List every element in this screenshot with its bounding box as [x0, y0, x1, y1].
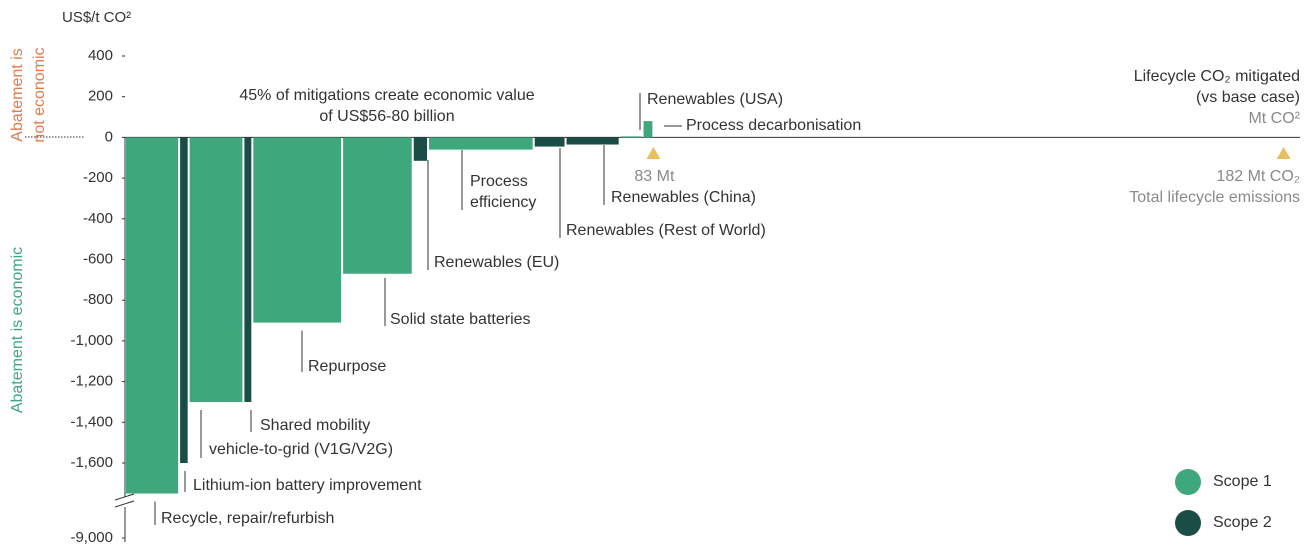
- bar-label: vehicle-to-grid (V1G/V2G): [209, 441, 393, 458]
- marker: [1276, 147, 1291, 159]
- marker: [646, 147, 661, 159]
- bar: [189, 137, 243, 402]
- bar: [566, 137, 619, 145]
- marker-sublabel: Total lifecycle emissions: [1129, 189, 1300, 206]
- y-tick-label: -200: [83, 169, 113, 186]
- y-tick-label: -1,600: [70, 454, 113, 471]
- annotation: 45% of mitigations create economic value: [239, 87, 534, 104]
- y-tick-label: -1,400: [70, 413, 113, 430]
- bar-label: Renewables (USA): [647, 91, 783, 108]
- bar: [643, 121, 653, 138]
- y-tick-label: 0: [105, 128, 113, 145]
- bar-label: efficiency: [470, 194, 536, 211]
- legend-label: Scope 1: [1213, 473, 1272, 490]
- bar-label: Renewables (China): [611, 189, 756, 206]
- bar-label: Recycle, repair/refurbish: [161, 510, 334, 527]
- bar: [253, 137, 342, 323]
- bar-label: Process: [470, 173, 528, 190]
- y-tick-label: -1,000: [70, 332, 113, 349]
- bar-label: Lithium-ion battery improvement: [193, 477, 422, 494]
- bar: [534, 137, 565, 147]
- y-label-lower: Abatement is economic: [9, 247, 26, 413]
- y-tick-label: -400: [83, 210, 113, 227]
- x-label: (vs base case): [1196, 89, 1300, 106]
- legend-label: Scope 2: [1213, 514, 1272, 531]
- bar: [413, 137, 428, 161]
- bar-label: Renewables (EU): [434, 254, 559, 271]
- bar: [343, 137, 412, 274]
- marker-label: 182 Mt CO₂: [1216, 168, 1300, 185]
- y-tick-label: -9,000: [70, 529, 113, 546]
- y-tick-label: 200: [88, 88, 113, 105]
- marker-label: 83 Mt: [634, 168, 675, 185]
- y-label-upper: Abatement is: [9, 48, 26, 141]
- bar: [429, 137, 533, 150]
- y-unit: US$/t CO²: [62, 9, 131, 26]
- annotation: of US$56-80 billion: [319, 108, 454, 125]
- legend-swatch: [1175, 469, 1201, 495]
- bar: [126, 137, 179, 494]
- bar-label: Process decarbonisation: [686, 117, 861, 134]
- axis-break: [114, 500, 135, 508]
- bar: [180, 137, 188, 463]
- legend-swatch: [1175, 510, 1201, 536]
- bar-label: Solid state batteries: [390, 311, 531, 328]
- bar: [620, 136, 642, 138]
- x-unit: Mt CO²: [1248, 110, 1300, 127]
- y-label-upper: not economic: [31, 47, 48, 142]
- y-tick-label: 400: [88, 47, 113, 64]
- bar-label: Renewables (Rest of World): [566, 222, 766, 239]
- x-label: Lifecycle CO₂ mitigated: [1134, 68, 1300, 85]
- axis-break: [114, 493, 135, 501]
- y-tick-label: -600: [83, 250, 113, 267]
- bar-label: Repurpose: [308, 358, 386, 375]
- y-tick-label: -1,200: [70, 373, 113, 390]
- y-tick-label: -800: [83, 291, 113, 308]
- bar-label: Shared mobility: [260, 417, 370, 434]
- bar: [244, 137, 252, 402]
